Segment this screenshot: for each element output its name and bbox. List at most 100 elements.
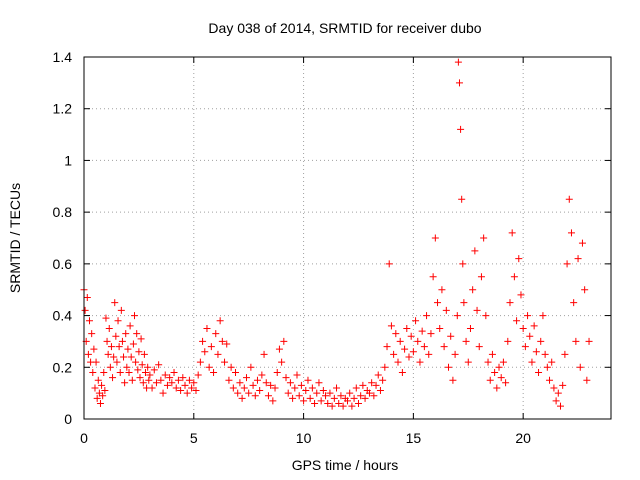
data-point xyxy=(102,314,110,322)
data-point xyxy=(170,368,178,376)
data-point xyxy=(192,387,200,395)
data-point xyxy=(583,376,591,384)
data-point xyxy=(427,330,435,338)
data-point xyxy=(269,397,277,405)
data-point xyxy=(354,399,362,407)
data-point xyxy=(161,371,169,379)
data-point xyxy=(407,332,415,340)
y-tick-label: 0.8 xyxy=(53,204,73,220)
data-point xyxy=(559,381,567,389)
y-tick-label: 0.2 xyxy=(53,359,73,375)
data-point xyxy=(125,368,133,376)
data-point xyxy=(104,350,112,358)
data-point xyxy=(451,350,459,358)
data-point xyxy=(480,234,488,242)
data-point xyxy=(225,376,233,384)
data-point xyxy=(138,361,146,369)
data-point xyxy=(532,348,540,356)
data-point xyxy=(499,358,507,366)
data-point xyxy=(420,343,428,351)
x-tick-label: 5 xyxy=(190,430,198,446)
data-point xyxy=(166,374,174,382)
data-point xyxy=(458,195,466,203)
data-point xyxy=(131,312,139,320)
data-point xyxy=(245,389,253,397)
data-point xyxy=(333,384,341,392)
data-point xyxy=(585,337,593,345)
data-point xyxy=(372,381,380,389)
data-point xyxy=(359,381,367,389)
data-point xyxy=(376,387,384,395)
data-point xyxy=(554,389,562,397)
data-point xyxy=(396,337,404,345)
data-point xyxy=(126,322,134,330)
data-point xyxy=(128,376,136,384)
data-point xyxy=(556,402,564,410)
data-point xyxy=(530,322,538,330)
data-point xyxy=(110,353,118,361)
data-point xyxy=(454,58,462,66)
data-point xyxy=(576,363,584,371)
data-point xyxy=(352,384,360,392)
data-point xyxy=(242,374,250,382)
data-point xyxy=(88,330,96,338)
data-point xyxy=(121,379,129,387)
data-point xyxy=(383,343,391,351)
data-point xyxy=(491,368,499,376)
data-point xyxy=(109,374,117,382)
data-point xyxy=(150,366,158,374)
data-point xyxy=(295,392,303,400)
data-point xyxy=(267,381,275,389)
data-point xyxy=(106,363,114,371)
data-point xyxy=(337,392,345,400)
data-point xyxy=(319,387,327,395)
data-point xyxy=(289,394,297,402)
data-point xyxy=(291,384,299,392)
data-point xyxy=(101,387,109,395)
data-point xyxy=(350,394,358,402)
data-point xyxy=(423,312,431,320)
data-point xyxy=(495,363,503,371)
data-point xyxy=(335,399,343,407)
data-point xyxy=(98,381,106,389)
data-point xyxy=(510,273,518,281)
data-point xyxy=(247,363,255,371)
data-point xyxy=(227,363,235,371)
data-point xyxy=(135,348,143,356)
data-point xyxy=(114,317,122,325)
data-point xyxy=(414,337,422,345)
data-point xyxy=(567,229,575,237)
data-point xyxy=(565,195,573,203)
data-point xyxy=(181,381,189,389)
data-point xyxy=(234,389,242,397)
data-point xyxy=(317,397,325,405)
data-point xyxy=(484,358,492,366)
data-point xyxy=(216,317,224,325)
data-point xyxy=(429,273,437,281)
data-point xyxy=(457,125,465,133)
data-point xyxy=(464,358,472,366)
data-point xyxy=(473,306,481,314)
data-point xyxy=(548,358,556,366)
data-point xyxy=(519,325,527,332)
data-point xyxy=(302,387,310,395)
data-point xyxy=(488,350,496,358)
data-point xyxy=(361,394,369,402)
data-point xyxy=(368,379,376,387)
data-point xyxy=(278,358,286,366)
data-point xyxy=(174,376,182,384)
data-point xyxy=(403,325,411,332)
data-point xyxy=(365,389,373,397)
x-axis-label: GPS time / hours xyxy=(292,457,399,473)
data-point xyxy=(113,358,121,366)
data-point xyxy=(526,332,534,340)
data-point xyxy=(264,392,272,400)
data-point xyxy=(440,343,448,351)
data-point xyxy=(122,330,130,338)
axis-ticks: 0 5 10 15 20 0 0.2 0.4 0.6 0.8 1 1.2 1.4 xyxy=(53,49,611,446)
data-point xyxy=(315,379,323,387)
data-point xyxy=(462,337,470,345)
data-point xyxy=(552,397,560,405)
data-point xyxy=(418,327,426,335)
data-point xyxy=(127,353,135,361)
